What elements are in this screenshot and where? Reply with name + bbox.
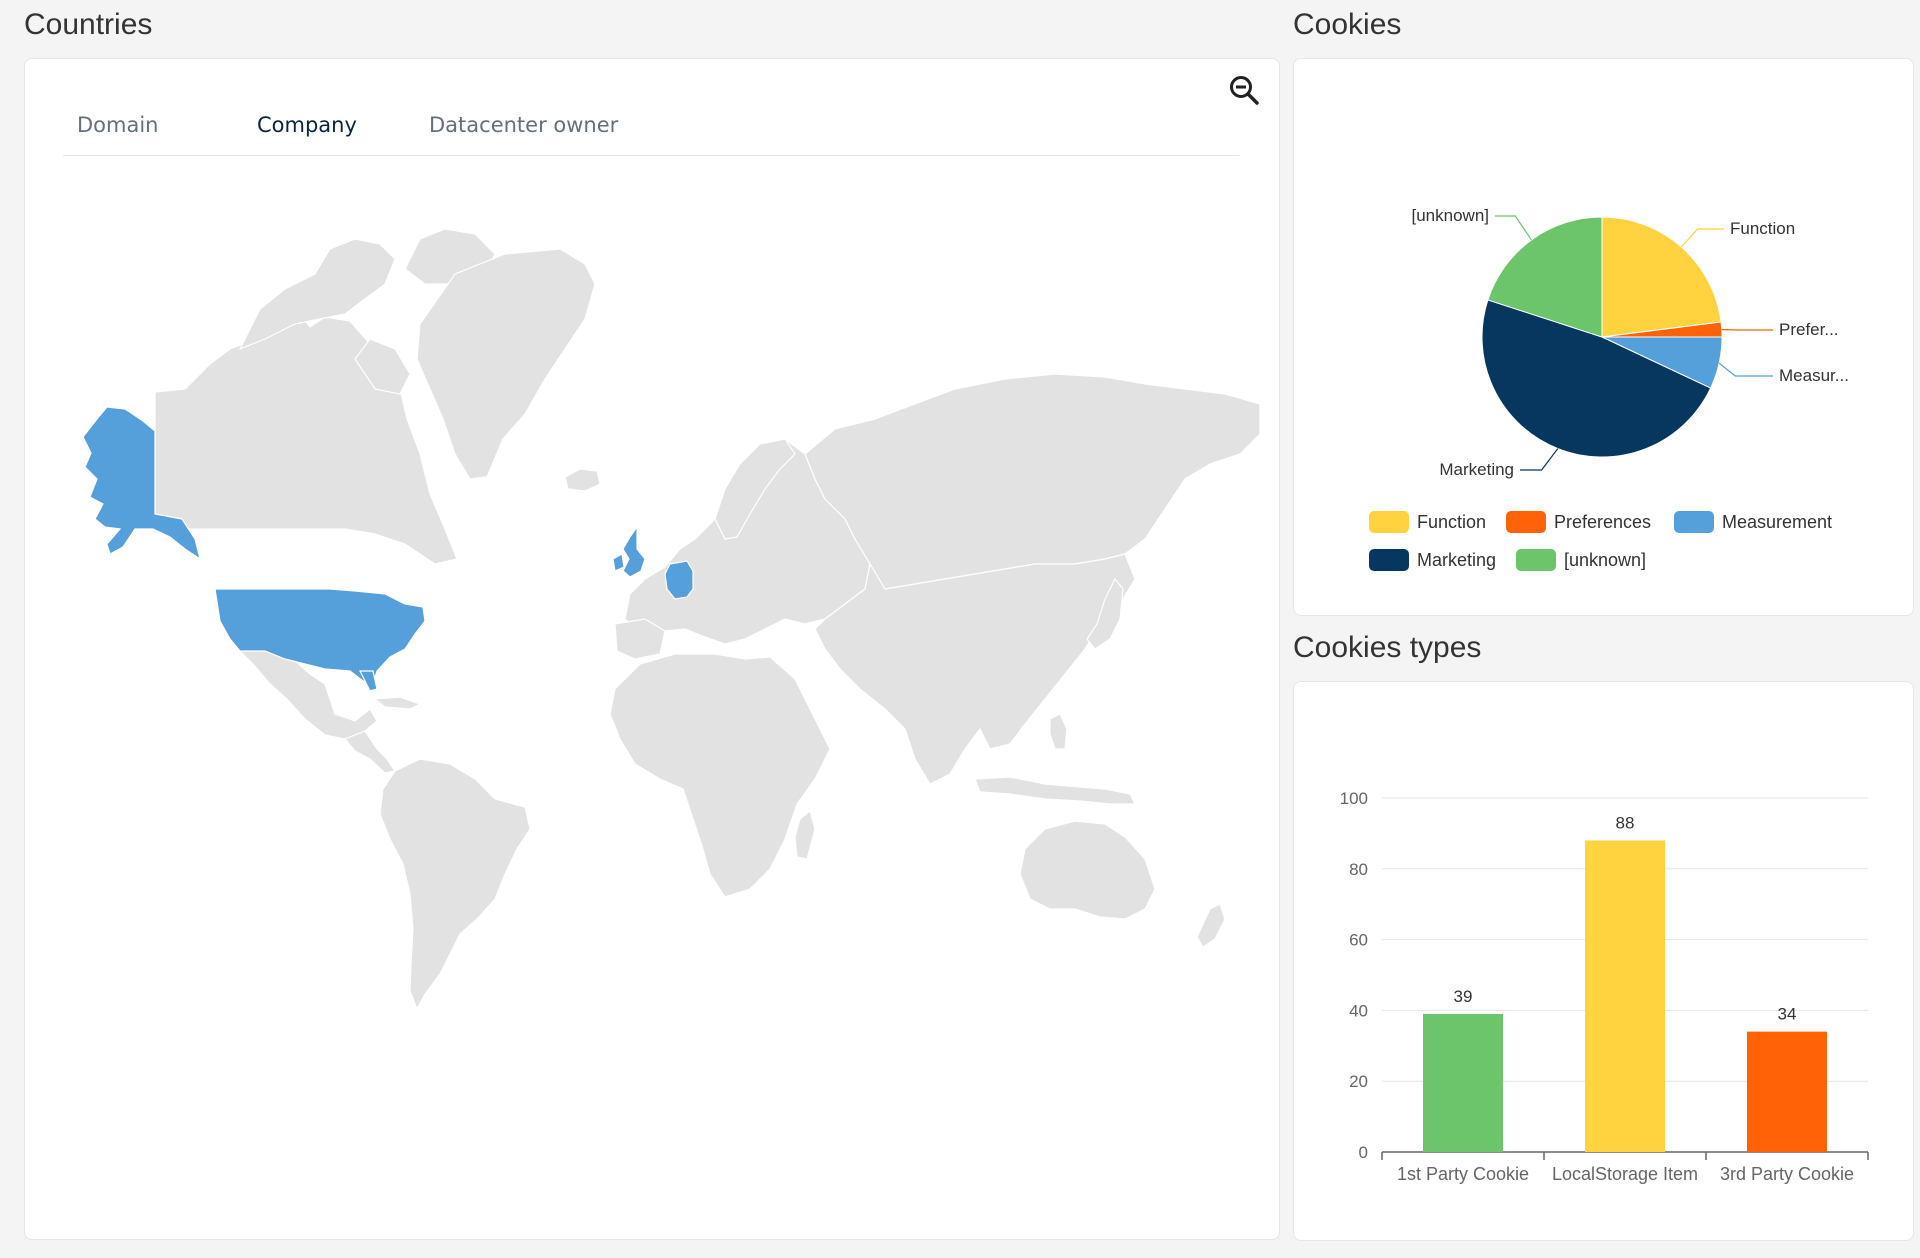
legend-label-measurement[interactable]: Measurement xyxy=(1722,512,1832,532)
cookie-types-bar-chart: 0 20 40 60 80 100 39 1st Party Cookie 88 LocalSto… xyxy=(1340,789,1869,1184)
germany-highlight xyxy=(664,560,694,600)
y-tick-label-60: 60 xyxy=(1349,931,1368,950)
cookie-types-title: Cookies types xyxy=(1293,631,1482,664)
y-tick-label-0: 0 xyxy=(1359,1143,1368,1162)
pie-callout-line-function xyxy=(1680,228,1724,248)
uk-highlight xyxy=(622,525,646,578)
south-america xyxy=(379,758,531,1011)
cookie-types-card: 0 20 40 60 80 100 39 1st Party Cookie 88 LocalSto… xyxy=(1293,681,1914,1241)
countries-card: Domain Company Datacenter owner xyxy=(24,58,1280,1240)
asia xyxy=(814,553,1136,785)
cookies-title: Cookies xyxy=(1293,8,1402,41)
new-zealand xyxy=(1196,903,1226,948)
ireland-highlight xyxy=(612,553,625,572)
arctic-islands xyxy=(238,238,396,351)
greenland xyxy=(416,248,596,480)
australia xyxy=(1019,820,1156,920)
y-tick-label-100: 100 xyxy=(1340,789,1368,808)
countries-tabs: Domain Company Datacenter owner xyxy=(63,99,1239,156)
iceland xyxy=(564,468,601,492)
bar-value-localstorage-item: 88 xyxy=(1616,813,1635,832)
scandinavia xyxy=(714,438,796,540)
pie-slice-function[interactable] xyxy=(1601,216,1722,338)
x-tick-label-localstorage-item: LocalStorage Item xyxy=(1552,1164,1698,1184)
cookies-pie-chart: Function Prefer... Measur... Marketing [unkn… xyxy=(1369,206,1849,571)
bar-localstorage-item[interactable] xyxy=(1585,840,1665,1152)
japan xyxy=(1086,577,1124,650)
y-tick-label-40: 40 xyxy=(1349,1001,1368,1020)
iberia xyxy=(614,618,666,660)
y-tick-label-20: 20 xyxy=(1349,1072,1368,1091)
pie-callout-line-preferences xyxy=(1721,328,1773,331)
legend-label-marketing[interactable]: Marketing xyxy=(1417,550,1496,570)
pie-callout-line-measurement xyxy=(1718,362,1773,377)
pie-callout-line-marketing xyxy=(1520,448,1559,471)
indonesia xyxy=(974,776,1136,805)
bar-value-3rd-party-cookie: 34 xyxy=(1778,1005,1797,1024)
africa xyxy=(609,653,831,898)
usa-highlight xyxy=(214,588,426,685)
baffin-island xyxy=(354,338,411,395)
pie-callout-label-unknown: [unknown] xyxy=(1412,206,1490,225)
tab-company[interactable]: Company xyxy=(257,113,357,137)
legend-swatch-preferences[interactable] xyxy=(1506,511,1546,533)
zoom-out-icon[interactable] xyxy=(1227,73,1261,107)
countries-title: Countries xyxy=(24,8,153,41)
y-tick-label-80: 80 xyxy=(1349,860,1368,879)
legend-swatch-measurement[interactable] xyxy=(1674,511,1714,533)
tab-domain[interactable]: Domain xyxy=(77,113,159,137)
legend-swatch-function[interactable] xyxy=(1369,511,1409,533)
russia xyxy=(804,373,1261,590)
bar-1st-party-cookie[interactable] xyxy=(1423,1013,1503,1152)
pie-callout-label-function: Function xyxy=(1730,219,1795,238)
pie-callout-label-measurement: Measur... xyxy=(1779,366,1849,385)
pie-callout-label-marketing: Marketing xyxy=(1439,460,1514,479)
pie-callout-label-preferences: Prefer... xyxy=(1779,320,1839,339)
alaska-highlight xyxy=(82,406,201,561)
tab-datacenter-owner[interactable]: Datacenter owner xyxy=(429,113,619,137)
legend-swatch-unknown[interactable] xyxy=(1516,549,1556,571)
legend-label-unknown[interactable]: [unknown] xyxy=(1564,550,1646,570)
florida-highlight xyxy=(359,670,378,692)
bar-value-1st-party-cookie: 39 xyxy=(1454,987,1473,1006)
x-tick-label-1st-party-cookie: 1st Party Cookie xyxy=(1397,1164,1529,1184)
bar-3rd-party-cookie[interactable] xyxy=(1747,1031,1827,1152)
pie-slice-unknown[interactable] xyxy=(1487,216,1603,338)
x-tick-label-3rd-party-cookie: 3rd Party Cookie xyxy=(1720,1164,1854,1184)
cuba xyxy=(373,696,422,710)
central-america xyxy=(344,730,396,774)
world-map xyxy=(82,228,1261,1011)
cookies-card: Function Prefer... Measur... Marketing [unkn… xyxy=(1293,58,1914,616)
legend-label-preferences[interactable]: Preferences xyxy=(1554,512,1651,532)
pie-callout-line-unknown xyxy=(1495,215,1532,241)
legend-label-function[interactable]: Function xyxy=(1417,512,1486,532)
canada xyxy=(154,308,458,565)
legend-swatch-marketing[interactable] xyxy=(1369,549,1409,571)
philippines xyxy=(1049,713,1068,750)
madagascar xyxy=(794,809,816,860)
mexico xyxy=(228,637,378,740)
